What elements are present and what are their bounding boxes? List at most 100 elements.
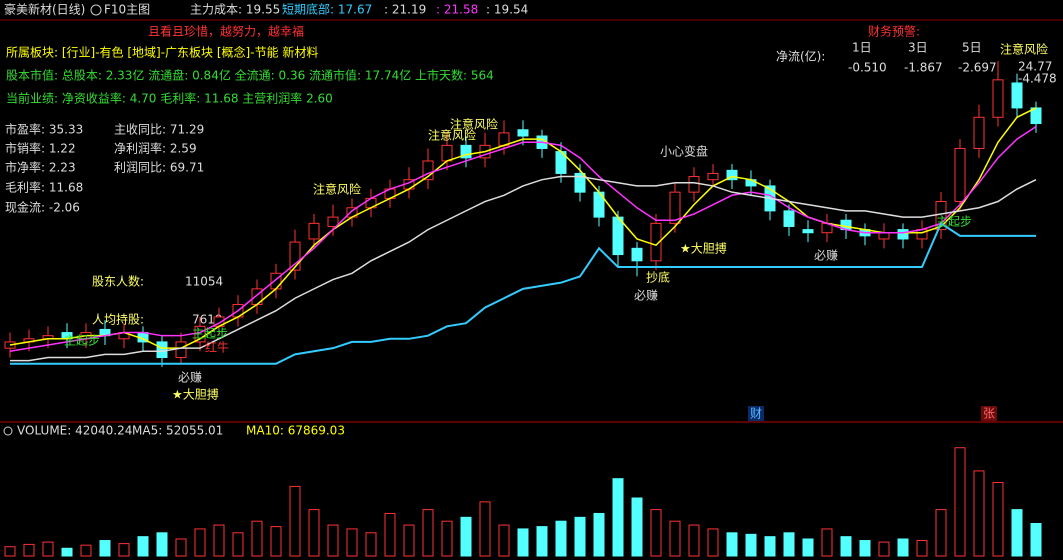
annotation: 小心变盘 [660, 144, 708, 159]
volume-bar [707, 528, 719, 557]
day-label: 5日 [962, 41, 982, 55]
motto: 且看且珍惜，越努力，越幸福 [148, 24, 304, 39]
volume-bar [403, 524, 415, 557]
volume-bar [232, 532, 244, 557]
indicator-line [10, 175, 1037, 362]
candle-body [992, 79, 1004, 118]
volume-bar [783, 532, 795, 557]
ma10-label: MA10: 67869.03 [246, 424, 345, 438]
volume-bar [479, 501, 491, 557]
volume-bar [650, 509, 662, 557]
icon[interactable] [3, 426, 13, 436]
up-label[interactable]: 张 [983, 407, 995, 421]
bottom: 短期底部: 17.67 [282, 2, 372, 17]
candle-body [422, 160, 434, 181]
tab[interactable]: F10主图 [104, 3, 150, 17]
annotation: 注意风险 [1000, 42, 1048, 57]
volume-bar [460, 516, 472, 557]
volume-bar [973, 470, 985, 557]
volume-bar [935, 509, 947, 557]
volume-bar [498, 524, 510, 557]
fin-label[interactable]: 财 [750, 407, 762, 421]
annotation: 注意风险 [450, 117, 498, 132]
volume-bar [745, 533, 757, 557]
volume-bar [251, 520, 263, 557]
candle-body [612, 216, 624, 256]
performance: 当前业绩: 净资收益率: 4.70 毛利率: 11.68 主营利润率 2.60 [6, 91, 333, 106]
candle-body [726, 169, 738, 181]
stat: 毛利率: 11.68 [5, 180, 83, 195]
volume-bar [175, 538, 187, 557]
candle-body [574, 172, 586, 193]
stock-name: 豪美新材(日线) [4, 2, 85, 17]
volume-bar [688, 524, 700, 557]
stat: 市销率: 1.22 [5, 141, 76, 156]
volume-bar [61, 547, 73, 557]
icon[interactable] [90, 4, 102, 16]
candle-body [289, 241, 301, 271]
volume-bar [308, 509, 320, 557]
candle-body [802, 229, 814, 234]
candle-body [688, 176, 700, 193]
candle-body [897, 229, 909, 240]
day-label: 3日 [908, 41, 928, 55]
candle-body [878, 232, 890, 240]
volume-bar [821, 528, 833, 557]
volume-bar [536, 526, 548, 557]
stat: 市净率: 2.23 [5, 160, 76, 175]
volume-bar [859, 540, 871, 557]
volume-bar [346, 528, 358, 557]
cost: 主力成本: 19.55 [190, 3, 280, 17]
candle-body [327, 216, 339, 227]
volume-bar [327, 524, 339, 557]
indicator-line [10, 221, 1036, 365]
holders: 股东人数: [92, 274, 144, 289]
price-top: 24.77 [1018, 60, 1052, 74]
candle-body [175, 341, 187, 359]
volume-bar [574, 516, 586, 557]
annotation: 主起步 [64, 334, 100, 348]
volume-bar [118, 543, 130, 557]
volume-bar [365, 532, 377, 557]
volume-bar [612, 478, 624, 557]
flow-value: -1.867 [904, 61, 943, 75]
volume-bar [726, 532, 738, 557]
candle-body [669, 191, 681, 224]
volume-bar [840, 536, 852, 557]
volume-bar [441, 520, 453, 557]
annotation: 必赚 [634, 288, 658, 303]
volume-bar [80, 544, 92, 557]
volume-bar [764, 536, 776, 557]
annotation: 主起步 [936, 215, 972, 229]
day-label: 1日 [852, 41, 872, 55]
flow-extra: -4.478 [1018, 72, 1057, 86]
volume-bar [194, 528, 206, 557]
up-badge[interactable] [981, 406, 997, 421]
volume-bar [137, 536, 149, 557]
candle-body [270, 272, 282, 290]
candle-body [517, 129, 529, 137]
candle-body [954, 147, 966, 203]
candle-body [308, 222, 320, 240]
bottom-3: : 21.58 [436, 3, 478, 17]
fin-badge[interactable] [748, 406, 764, 421]
candle-body [156, 341, 168, 359]
per-holder: 人均持股: [92, 312, 144, 327]
candle-body [441, 144, 453, 162]
volume-bar [1030, 522, 1042, 557]
warning: 财务预警: [868, 24, 920, 39]
candle-body [973, 116, 985, 149]
volume-bar [42, 541, 54, 557]
holders-value: 11054 [185, 275, 223, 289]
annotation: 必赚 [814, 248, 838, 263]
stat: 净利润率: 2.59 [114, 141, 197, 156]
flow-label: 净流(亿): [776, 49, 825, 64]
volume-bar [669, 520, 681, 557]
bottom-2: : 21.19 [384, 3, 426, 17]
candle-body [460, 144, 472, 159]
ma5-label: MA5: 52055.01 [132, 424, 223, 438]
stat: 市盈率: 35.33 [5, 122, 83, 137]
annotation: 注意风险 [313, 182, 361, 197]
